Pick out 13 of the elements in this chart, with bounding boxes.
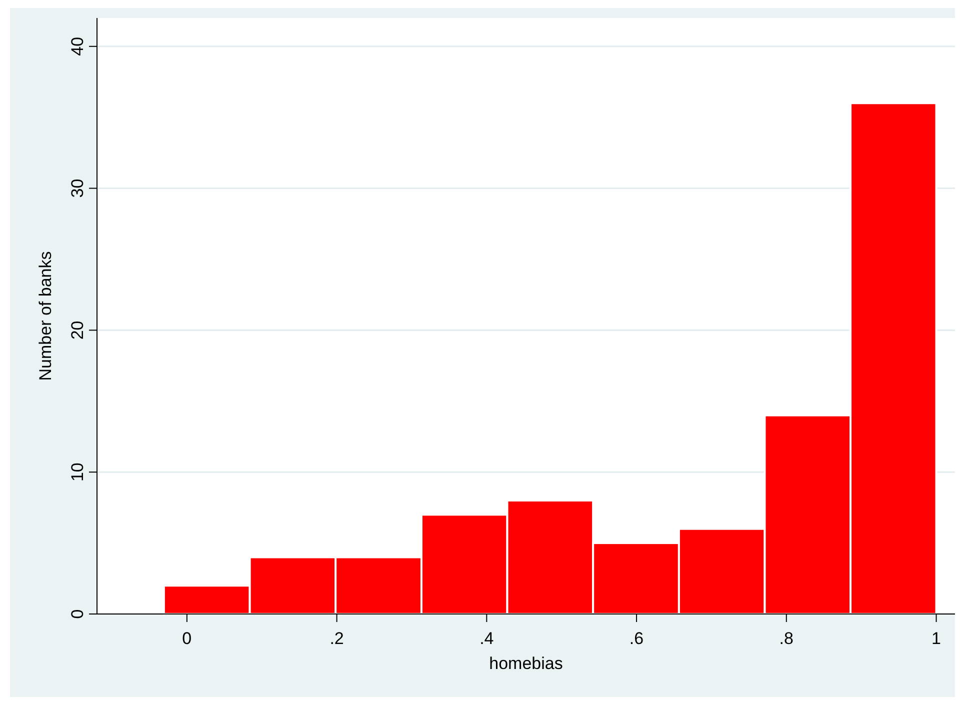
x-axis-title: homebias (489, 654, 563, 673)
y-tick-label: 20 (68, 320, 87, 340)
x-tick-label: .6 (629, 629, 644, 648)
x-tick-label: .8 (779, 629, 794, 648)
y-tick-label: 40 (68, 36, 87, 56)
y-tick-label: 0 (68, 609, 87, 619)
x-tick-label: 1 (932, 629, 941, 648)
x-tick-label: 0 (182, 629, 192, 648)
y-tick-label: 10 (68, 462, 87, 482)
y-tick-label: 30 (68, 178, 87, 198)
y-axis-title: Number of banks (36, 251, 55, 381)
x-tick-label: .2 (330, 629, 344, 648)
x-tick-label: .4 (480, 629, 494, 648)
